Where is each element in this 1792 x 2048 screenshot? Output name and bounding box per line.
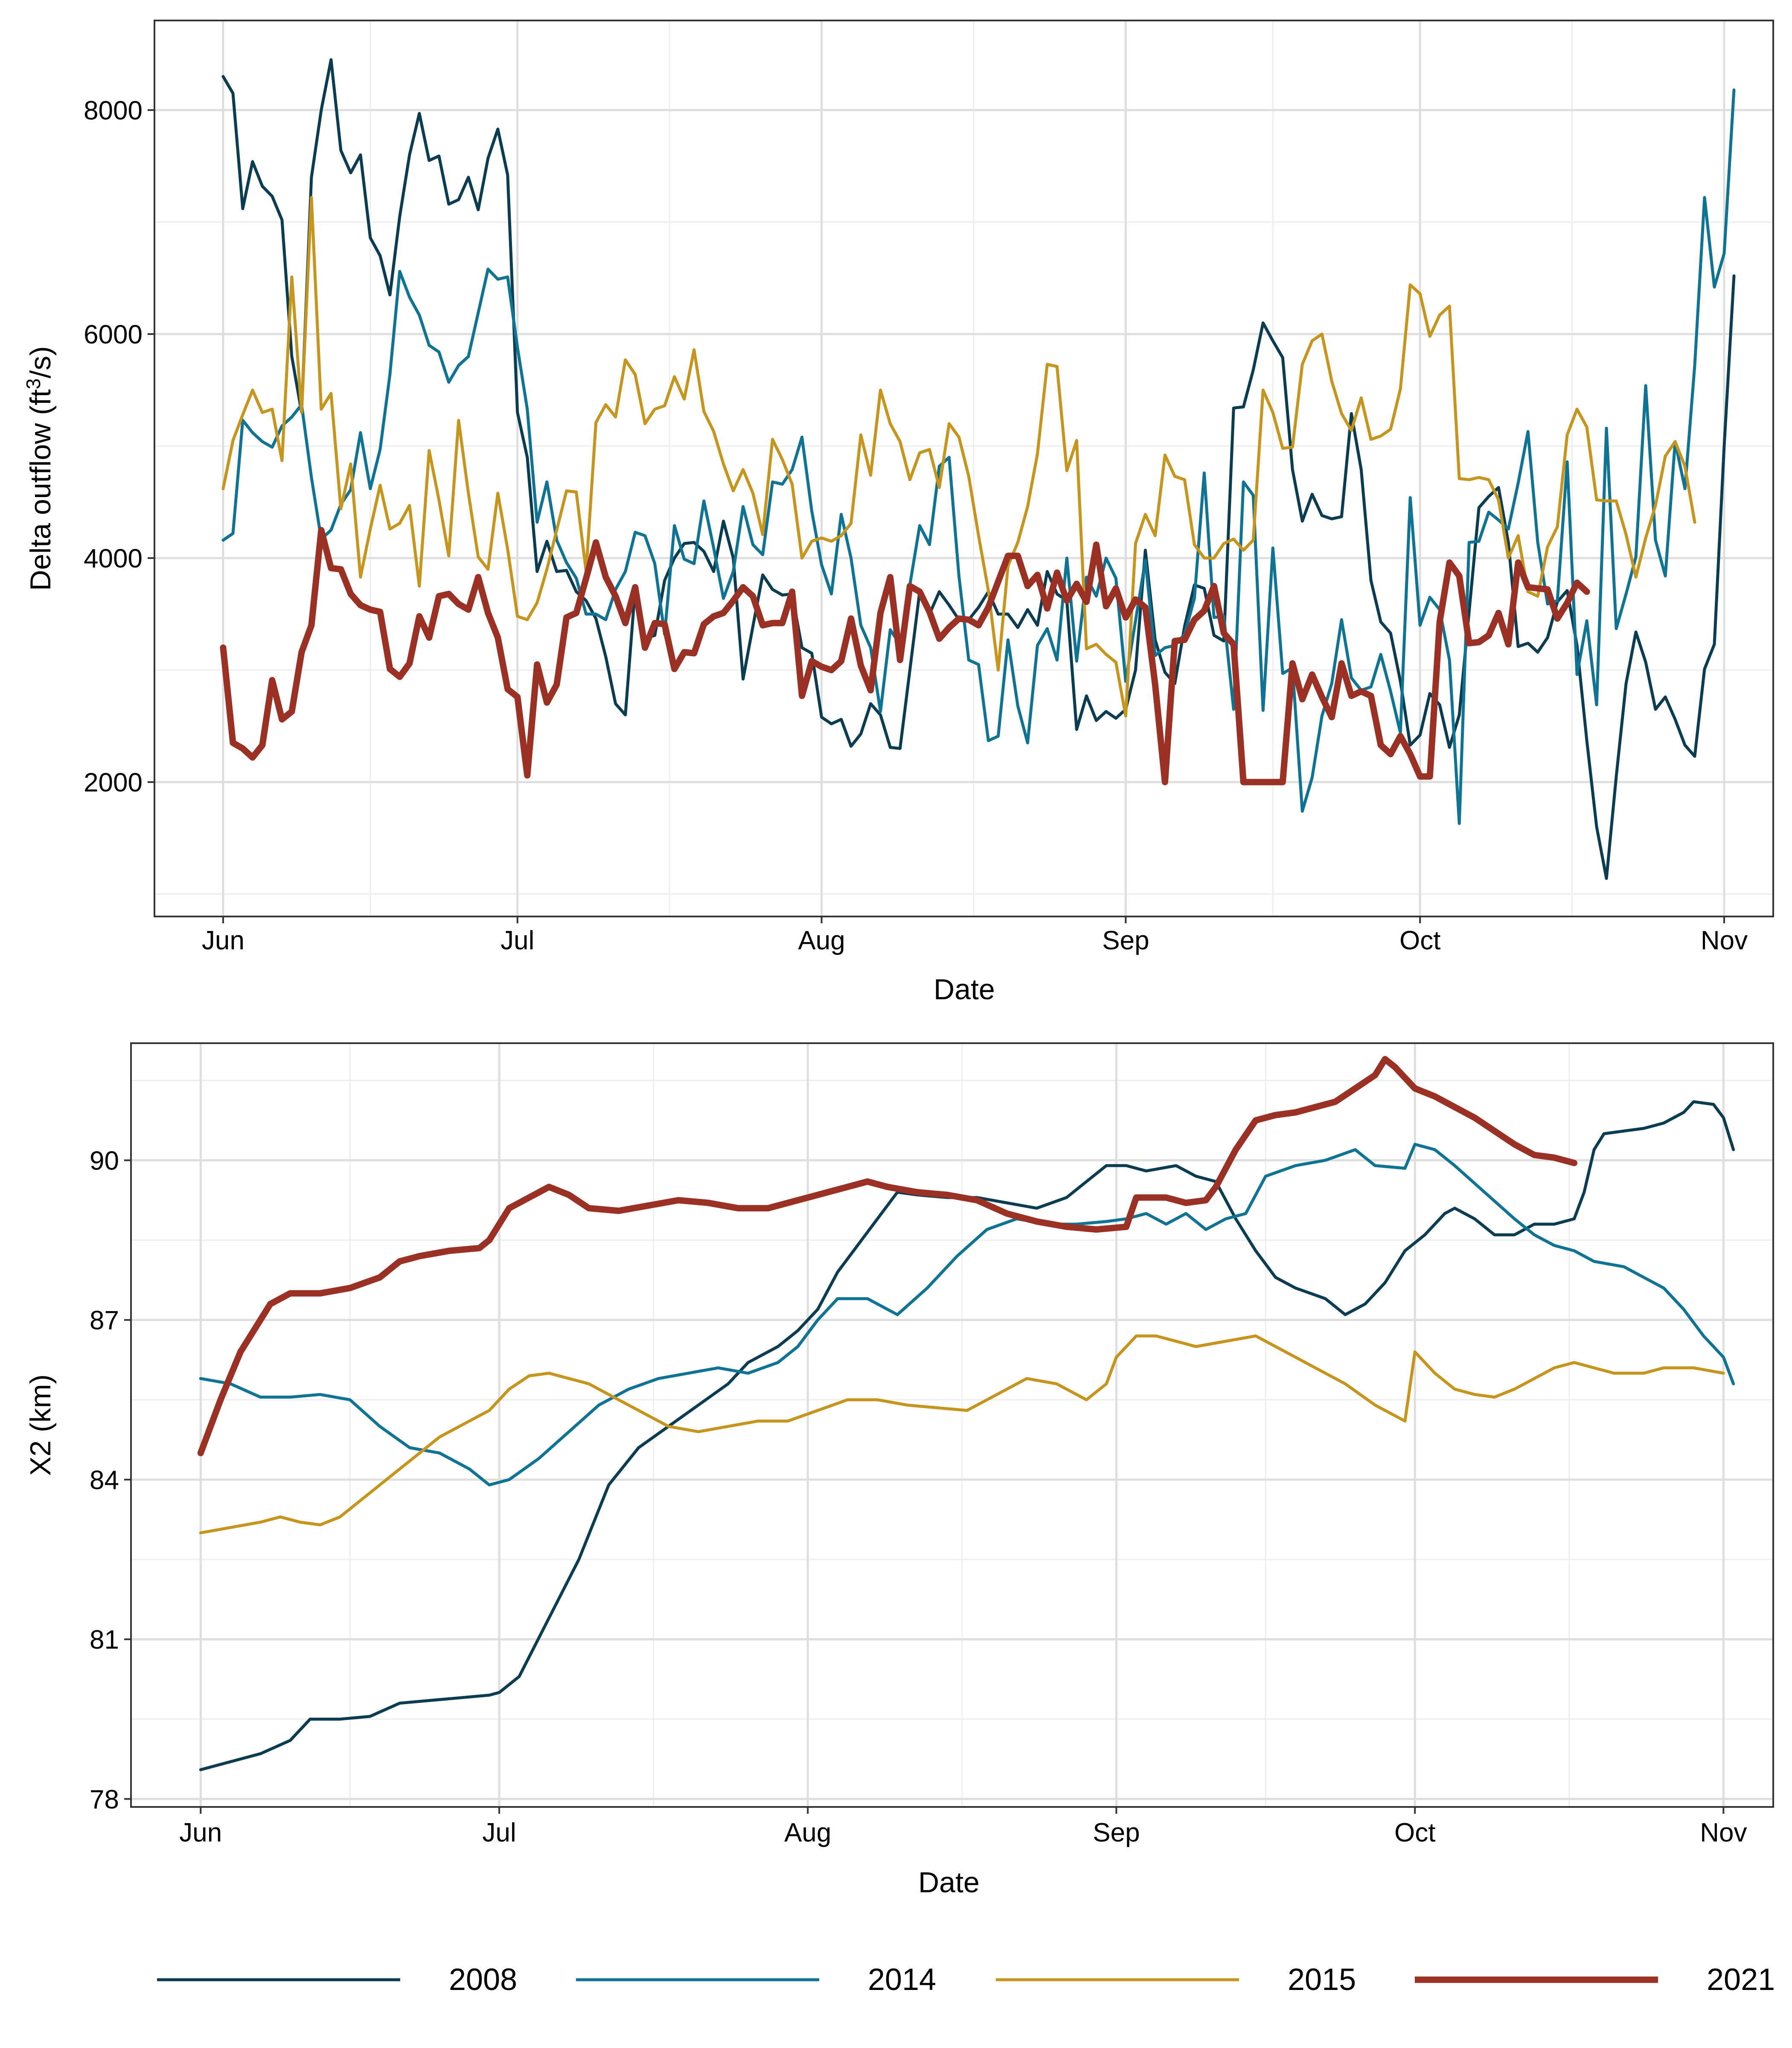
legend: 2008 2014 2015 2021 (157, 1963, 1775, 1997)
panel-x2-series (197, 1056, 1735, 1772)
y-tick-label: 8000 (84, 96, 143, 125)
legend-label-2021: 2021 (1707, 1963, 1775, 1997)
legend-label-2008: 2008 (449, 1963, 517, 1997)
x-tick-label: Nov (1700, 1818, 1747, 1847)
x-tick-label: Jul (500, 926, 534, 955)
x-tick-label: Sep (1093, 1818, 1140, 1847)
x-tick-label: Oct (1399, 926, 1440, 955)
panel-delta-outflow-y-axis-title-main: Delta outflow (ft (24, 389, 57, 591)
series-line-delta-outflow-2008 (221, 58, 1736, 880)
y-tick-label: 2000 (84, 768, 143, 797)
x-tick-label: Nov (1701, 926, 1748, 955)
panel-delta-outflow-y-axis-title-unit: /s) (24, 346, 57, 378)
panel-delta-outflow-y-axis-title: Delta outflow (ft3/s) (22, 346, 57, 591)
series-line-delta-outflow-2015 (221, 196, 1696, 718)
panel-delta-outflow-border (154, 20, 1774, 917)
series-line-x2-2015 (199, 1334, 1725, 1535)
panel-delta-outflow-axes: Jun Jul Aug Sep Oct Nov 2000 4000 6000 8000 (84, 96, 1748, 955)
x-tick-label: Oct (1394, 1818, 1435, 1847)
panel-x2-border (130, 1042, 1774, 1808)
panel-delta-outflow-grid (154, 20, 1773, 916)
x-tick-label: Jun (179, 1818, 222, 1847)
y-tick-label: 90 (90, 1146, 119, 1175)
legend-label-2014: 2014 (868, 1963, 936, 1997)
y-tick-label: 78 (90, 1785, 119, 1814)
panel-delta-outflow-background (154, 20, 1773, 916)
panel-delta-outflow-y-axis-title-superscript: 3 (22, 378, 44, 390)
y-tick-label: 87 (90, 1306, 119, 1335)
x-tick-label: Jun (202, 926, 244, 955)
series-line-delta-outflow-2021 (220, 527, 1590, 785)
x-tick-label: Aug (798, 926, 845, 955)
panel-x2-axes: Jun Jul Aug Sep Oct Nov 78 81 84 87 90 (90, 1146, 1747, 1847)
legend-label-2015: 2015 (1288, 1963, 1356, 1997)
y-tick-label: 6000 (84, 320, 143, 349)
panel-x2-background (131, 1043, 1773, 1807)
series-line-delta-outflow-2014 (221, 88, 1736, 825)
panel-delta-outflow-series (220, 58, 1736, 880)
panel-x2-x-axis-title: Date (918, 1866, 980, 1899)
panel-x2-y-axis-title: X2 (km) (24, 1374, 57, 1476)
y-tick-label: 81 (90, 1625, 119, 1655)
panel-x2: Jun Jul Aug Sep Oct Nov 78 81 84 87 90 Date X2 (km… (24, 1042, 1774, 1899)
panel-x2-grid (131, 1043, 1773, 1807)
x-tick-label: Jul (482, 1818, 516, 1847)
series-line-x2-2008 (199, 1100, 1735, 1772)
x-tick-label: Aug (784, 1818, 831, 1847)
y-tick-label: 84 (90, 1466, 119, 1495)
panel-delta-outflow-x-axis-title: Date (934, 973, 995, 1006)
y-tick-label: 4000 (84, 544, 143, 573)
series-line-x2-2021 (197, 1056, 1577, 1456)
x-tick-label: Sep (1102, 926, 1149, 955)
